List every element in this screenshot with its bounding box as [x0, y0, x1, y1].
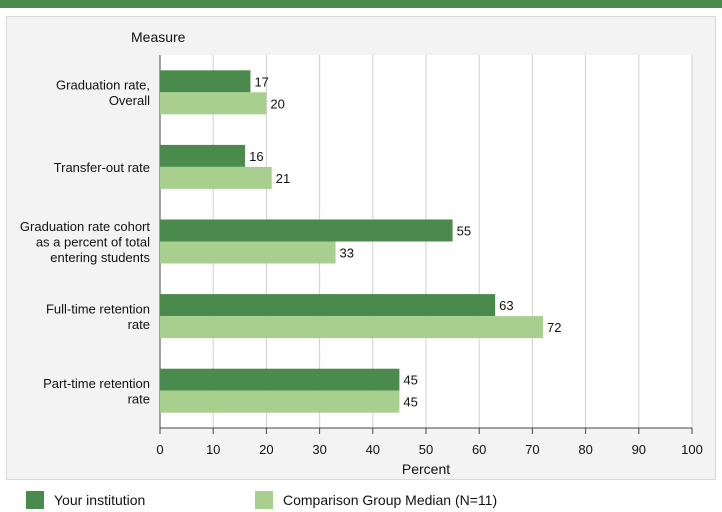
- bar-your-institution: [160, 219, 453, 242]
- data-label: 55: [457, 224, 471, 239]
- top-accent-bar: [0, 0, 722, 8]
- category-label-line: Graduation rate,: [56, 78, 150, 93]
- data-label: 33: [340, 246, 354, 261]
- data-label: 63: [499, 298, 513, 313]
- data-label: 16: [249, 149, 263, 164]
- bar-your-institution: [160, 294, 496, 317]
- x-tick-label: 80: [578, 442, 592, 457]
- x-tick-label: 0: [156, 442, 163, 457]
- x-tick-label: 40: [366, 442, 380, 457]
- category-label-line: rate: [128, 317, 150, 332]
- category-label-line: Graduation rate cohort: [20, 219, 150, 234]
- data-label: 45: [403, 373, 417, 388]
- bars: [160, 70, 544, 413]
- x-tick-label: 60: [472, 442, 486, 457]
- bar-comparison-median: [160, 390, 400, 413]
- category-label: Part-time retention rate: [43, 376, 150, 407]
- legend-swatch: [255, 491, 273, 509]
- category-label-line: Full-time retention: [46, 301, 150, 316]
- x-tick-label: 100: [681, 442, 703, 457]
- legend-item-comparison-median: Comparison Group Median (N=11): [255, 488, 497, 512]
- bar-comparison-median: [160, 241, 336, 264]
- category-label: Graduation rate, Overall: [56, 78, 150, 109]
- legend-item-your-institution: Your institution: [26, 488, 145, 512]
- category-label: Transfer-out rate: [54, 160, 150, 175]
- bar-comparison-median: [160, 92, 267, 115]
- legend-swatch: [26, 491, 44, 509]
- category-label-line: as a percent of total: [36, 235, 150, 250]
- x-tick-label: 90: [632, 442, 646, 457]
- y-axis-title: Measure: [131, 29, 186, 45]
- x-tick-label: 30: [312, 442, 326, 457]
- data-label: 20: [270, 96, 284, 111]
- x-tick-label: 70: [525, 442, 539, 457]
- bar-comparison-median: [160, 316, 544, 339]
- x-axis-title: Percent: [402, 461, 450, 477]
- bar-your-institution: [160, 144, 246, 167]
- x-tick-label: 50: [419, 442, 433, 457]
- data-label: 45: [403, 395, 417, 410]
- x-tick-label: 10: [206, 442, 220, 457]
- legend-label: Comparison Group Median (N=11): [283, 492, 498, 508]
- legend-label: Your institution: [54, 492, 146, 508]
- bar-your-institution: [160, 70, 251, 93]
- category-label: Full-time retention rate: [46, 301, 150, 332]
- category-label-line: Part-time retention: [43, 376, 150, 391]
- category-label-line: rate: [128, 391, 150, 406]
- data-label: 17: [254, 74, 268, 89]
- x-tick-label: 20: [259, 442, 273, 457]
- legend: Your institution Comparison Group Median…: [0, 488, 722, 512]
- data-label: 21: [276, 171, 290, 186]
- data-label: 72: [547, 320, 561, 335]
- category-label-line: Overall: [109, 93, 150, 108]
- bar-comparison-median: [160, 166, 272, 189]
- category-label-line: Transfer-out rate: [54, 160, 150, 175]
- category-label: Graduation rate cohort as a percent of to…: [20, 219, 151, 265]
- category-label-line: entering students: [50, 250, 150, 265]
- bar-your-institution: [160, 368, 400, 391]
